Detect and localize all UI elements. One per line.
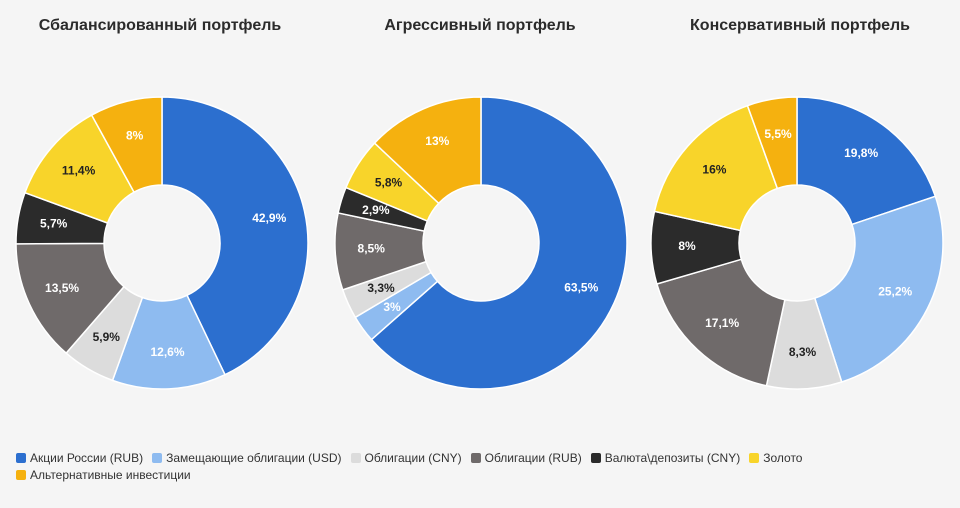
slice-conservative-stocks-rub: [796, 96, 937, 226]
data-label-balanced-alternative: 8%: [126, 129, 144, 143]
slice-balanced-alternative: [90, 96, 163, 194]
legend-swatch: [350, 453, 361, 463]
data-label-balanced-bonds-rub: 13,5%: [45, 281, 79, 295]
data-label-conservative-bonds-rub: 17,1%: [705, 316, 739, 330]
data-label-balanced-bonds-usd: 12,6%: [151, 345, 185, 359]
data-label-balanced-gold: 11,4%: [62, 163, 96, 177]
slice-aggressive-stocks-rub: [370, 96, 628, 390]
data-label-balanced-currency-deposits: 5,7%: [40, 216, 68, 230]
donut-charts: 42,9% 12,6% 5,9% 13,5% 5,7% 11,4% 8% 63,5% 3% 3,3…: [15, 96, 944, 390]
legend-item-gold: Золото: [749, 451, 802, 465]
legend-label: Облигации (RUB): [484, 451, 582, 465]
slice-conservative-bonds-rub: [655, 258, 786, 387]
data-label-aggressive-alternative: 13%: [425, 134, 449, 148]
legend-swatch: [590, 453, 601, 463]
data-label-aggressive-gold: 5,8%: [375, 176, 403, 190]
chart-title-conservative: Консервативный портфель: [690, 17, 910, 34]
data-label-conservative-bonds-usd: 25,2%: [878, 285, 912, 299]
data-label-conservative-currency-deposits: 8%: [678, 239, 696, 253]
legend-swatch: [152, 453, 163, 463]
legend-label: Облигации (CNY): [364, 451, 462, 465]
legend-label: Замещающие облигации (USD): [166, 451, 342, 465]
slice-aggressive-alternative: [373, 96, 482, 205]
legend-item-currency-deposits: Валюта\депозиты (CNY): [590, 451, 741, 465]
data-label-aggressive-bonds-rub: 8,5%: [358, 242, 386, 256]
legend-swatch: [16, 470, 26, 480]
data-label-aggressive-bonds-cny: 3,3%: [367, 281, 395, 295]
slice-conservative-gold: [653, 104, 779, 232]
data-label-balanced-stocks-rub: 42,9%: [252, 211, 286, 225]
data-label-aggressive-currency-deposits: 2,9%: [362, 203, 390, 217]
legend-item-alternative: Альтернативные инвестиции: [16, 468, 191, 482]
legend-label: Акции России (RUB): [30, 451, 144, 465]
legend-swatch: [749, 453, 760, 463]
legend-label: Альтернативные инвестиции: [30, 468, 191, 482]
legend-label: Валюта\депозиты (CNY): [604, 451, 741, 465]
chart-title-balanced: Сбалансированный портфель: [38, 17, 282, 34]
legend-item-bonds-usd: Замещающие облигации (USD): [152, 451, 342, 465]
chart-title-aggressive: Агрессивный портфель: [384, 17, 576, 34]
data-label-aggressive-stocks-rub: 63,5%: [564, 280, 598, 294]
data-label-conservative-bonds-cny: 8,3%: [789, 345, 817, 359]
legend-swatch: [470, 453, 481, 463]
legend-label: Золото: [763, 451, 803, 465]
data-label-conservative-gold: 16%: [702, 162, 726, 176]
legend-item-bonds-cny: Облигации (CNY): [350, 451, 462, 465]
slice-balanced-bonds-rub: [15, 242, 125, 355]
legend-swatch: [16, 453, 26, 463]
slice-conservative-alternative: [746, 96, 798, 190]
slice-conservative-bonds-usd: [813, 195, 944, 383]
data-label-balanced-bonds-cny: 5,9%: [93, 330, 121, 344]
legend: Акции России (RUB) Замещающие облигации …: [16, 451, 946, 482]
legend-item-bonds-rub: Облигации (RUB): [470, 451, 582, 465]
data-label-conservative-alternative: 5,5%: [764, 127, 792, 141]
legend-item-stocks-rub: Акции России (RUB): [16, 451, 143, 465]
data-label-conservative-stocks-rub: 19,8%: [844, 146, 878, 160]
data-label-aggressive-bonds-usd: 3%: [383, 300, 401, 314]
slice-balanced-stocks-rub: [161, 96, 309, 376]
